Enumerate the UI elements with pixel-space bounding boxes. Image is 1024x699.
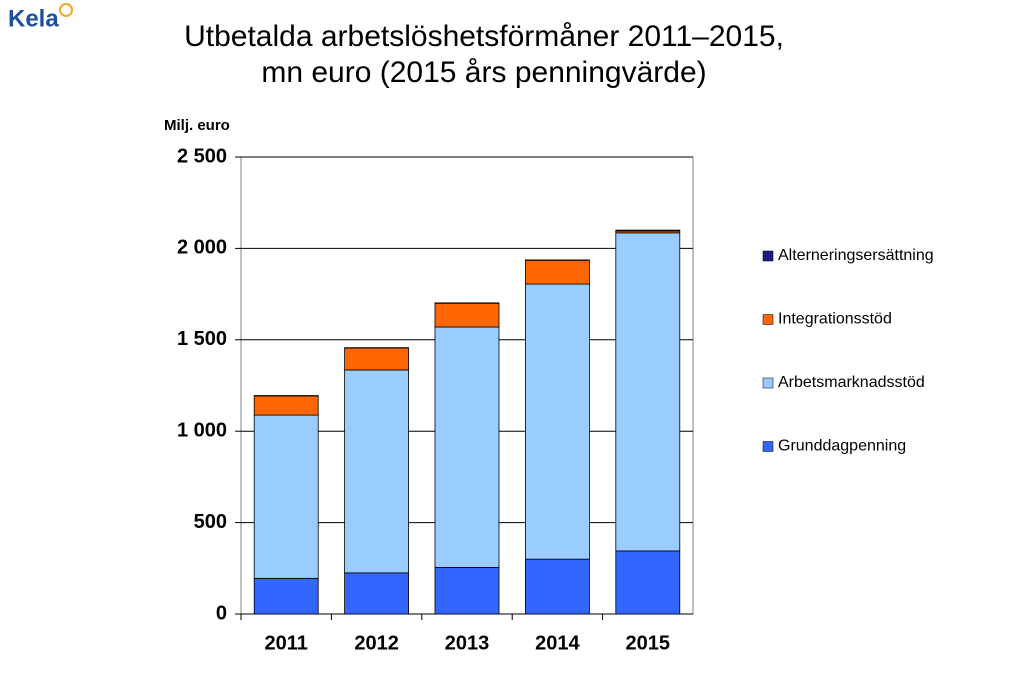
chart-title: mn euro (2015 års penningvärde) xyxy=(261,56,706,89)
bar-segment xyxy=(615,232,681,552)
x-tick-label: 2011 xyxy=(265,632,308,654)
x-tick-label: 2013 xyxy=(445,632,490,654)
bar-segment xyxy=(615,550,681,615)
bar-segment xyxy=(525,283,590,560)
x-tick-label: 2015 xyxy=(626,632,671,654)
bar-segment xyxy=(525,259,590,285)
bar-segment xyxy=(434,302,500,328)
x-tick-label: 2014 xyxy=(535,632,580,654)
legend-label: Alterneringsersättning xyxy=(778,247,934,264)
bar-segment xyxy=(434,566,500,615)
bar-segment xyxy=(525,558,590,615)
bar-segment xyxy=(615,229,681,232)
y-axis-label: Milj. euro xyxy=(164,117,230,134)
bar-segment xyxy=(344,347,410,371)
logo: Kela xyxy=(8,5,59,32)
legend-swatch xyxy=(762,314,774,325)
legend-swatch xyxy=(762,377,774,389)
y-tick-label: 1 500 xyxy=(177,328,227,350)
legend-label: Integrationsstöd xyxy=(778,311,892,328)
legend-label: Grunddagpenning xyxy=(778,438,906,455)
logo-icon xyxy=(59,3,73,17)
bar-segment xyxy=(344,369,410,574)
y-tick-label: 1 000 xyxy=(177,419,227,441)
y-tick-label: 2 000 xyxy=(177,237,227,259)
legend-label: Arbetsmarknadsstöd xyxy=(778,374,925,391)
bar-segment xyxy=(253,577,319,615)
x-tick-label: 2012 xyxy=(354,632,399,654)
y-tick-label: 500 xyxy=(194,511,227,533)
legend-swatch xyxy=(762,441,774,452)
y-tick-label: 2 500 xyxy=(177,145,227,167)
bar-segment xyxy=(253,395,319,416)
chart-title: Utbetalda arbetslöshetsförmåner 2011–201… xyxy=(184,20,784,53)
y-tick-label: 0 xyxy=(216,602,227,624)
legend-swatch xyxy=(762,250,774,262)
bar-segment xyxy=(253,414,319,579)
bar-segment xyxy=(434,326,500,568)
bar-segment xyxy=(344,572,410,615)
